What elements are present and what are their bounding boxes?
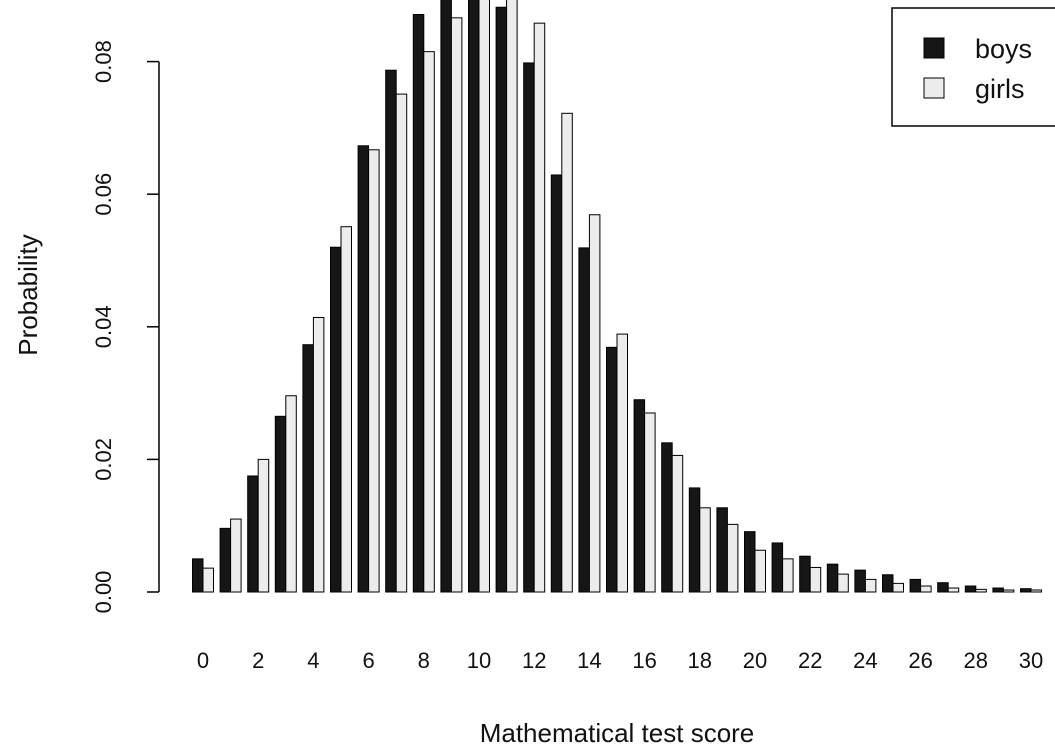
- x-tick-label: 4: [307, 648, 319, 673]
- bar-girls-26: [920, 585, 932, 593]
- x-axis-title: Mathematical test score: [480, 718, 755, 748]
- bar-boys-7: [385, 69, 397, 593]
- bar-girls-5: [340, 226, 352, 593]
- bar-boys-15: [606, 346, 618, 593]
- bar-boys-29: [992, 587, 1004, 593]
- bar-girls-11: [506, 0, 518, 593]
- bar-girls-20: [754, 549, 766, 593]
- bar-girls-27: [947, 587, 960, 593]
- x-tick-label: 30: [1019, 648, 1043, 673]
- bar-girls-24: [864, 578, 877, 593]
- bar-boys-25: [882, 574, 894, 593]
- bar-girls-16: [644, 412, 656, 593]
- bar-girls-15: [616, 333, 628, 593]
- bar-girls-2: [257, 458, 270, 593]
- x-tick-label: 12: [522, 648, 546, 673]
- bar-boys-30: [1020, 588, 1032, 593]
- x-tick-label: 28: [964, 648, 988, 673]
- bar-girls-0: [202, 567, 214, 593]
- bar-girls-22: [809, 566, 822, 593]
- legend-swatch-girls: [923, 77, 945, 99]
- legend-label-boys: boys: [975, 34, 1032, 64]
- bar-boys-6: [357, 145, 370, 593]
- bar-girls-12: [533, 22, 546, 593]
- x-tick-label: 6: [362, 648, 374, 673]
- x-tick-label: 20: [743, 648, 767, 673]
- bar-boys-10: [468, 0, 480, 593]
- bar-girls-1: [230, 518, 242, 593]
- bar-girls-9: [450, 17, 463, 593]
- x-tick-label: 2: [252, 648, 264, 673]
- bar-girls-17: [671, 454, 684, 593]
- bar-boys-26: [909, 578, 922, 593]
- bar-girls-30: [1030, 589, 1042, 593]
- bar-girls-10: [478, 0, 490, 593]
- bar-girls-23: [837, 573, 849, 593]
- y-tick-label: 0.06: [91, 173, 116, 216]
- bar-girls-21: [782, 558, 794, 593]
- legend-box: [891, 7, 1055, 127]
- x-tick-label: 18: [688, 648, 712, 673]
- bar-girls-25: [892, 582, 904, 593]
- y-tick-label: 0.00: [91, 571, 116, 614]
- bar-boys-2: [247, 475, 259, 593]
- y-axis-title: Probability: [13, 234, 43, 355]
- x-tick-label: 10: [467, 648, 491, 673]
- bars-layer: [192, 0, 1042, 593]
- bar-boys-27: [937, 582, 949, 593]
- x-tick-label: 24: [853, 648, 877, 673]
- bar-girls-6: [368, 149, 380, 593]
- bar-boys-5: [330, 246, 342, 593]
- bar-boys-23: [826, 563, 839, 593]
- bar-boys-19: [716, 507, 728, 593]
- bar-girls-8: [423, 51, 435, 593]
- bar-boys-3: [274, 415, 287, 593]
- bar-boys-11: [495, 6, 508, 593]
- bar-boys-21: [771, 542, 784, 593]
- bar-girls-14: [588, 214, 601, 593]
- x-tick-label: 0: [197, 648, 209, 673]
- bar-girls-7: [395, 93, 408, 593]
- bar-girls-13: [561, 112, 573, 593]
- bar-girls-18: [699, 507, 711, 593]
- x-tick-label: 26: [908, 648, 932, 673]
- bar-boys-22: [799, 555, 811, 593]
- bar-girls-28: [975, 588, 987, 593]
- legend: boys girls: [891, 7, 1055, 127]
- x-tick-label: 16: [632, 648, 656, 673]
- bar-boys-14: [578, 247, 590, 593]
- legend-swatch-boys: [923, 37, 945, 59]
- y-tick-label: 0.08: [91, 40, 116, 83]
- bar-boys-0: [192, 558, 204, 593]
- bar-boys-13: [550, 174, 563, 593]
- bar-boys-4: [302, 344, 314, 593]
- bar-boys-18: [688, 487, 701, 593]
- bar-boys-16: [633, 399, 646, 593]
- x-axis: 0 2 4 6 8 10 12 14 16 18 20 22 24 26 28 30: [197, 648, 1043, 673]
- y-tick-label: 0.04: [91, 305, 116, 348]
- x-tick-label: 22: [798, 648, 822, 673]
- y-axis: 0.00 0.02 0.04 0.06 0.08: [91, 40, 160, 614]
- bar-boys-24: [854, 569, 866, 593]
- bar-girls-3: [285, 395, 297, 593]
- x-tick-label: 8: [418, 648, 430, 673]
- bar-girls-19: [726, 523, 739, 593]
- bar-boys-28: [964, 585, 977, 593]
- bar-boys-12: [523, 62, 535, 593]
- bar-boys-17: [661, 442, 673, 593]
- bar-boys-8: [412, 14, 425, 593]
- bar-boys-20: [744, 531, 756, 593]
- bar-girls-29: [1002, 589, 1015, 593]
- bar-boys-1: [219, 527, 232, 593]
- y-tick-label: 0.02: [91, 438, 116, 481]
- bar-girls-4: [312, 317, 325, 593]
- legend-label-girls: girls: [975, 74, 1025, 104]
- bar-boys-9: [440, 0, 452, 593]
- x-tick-label: 14: [577, 648, 601, 673]
